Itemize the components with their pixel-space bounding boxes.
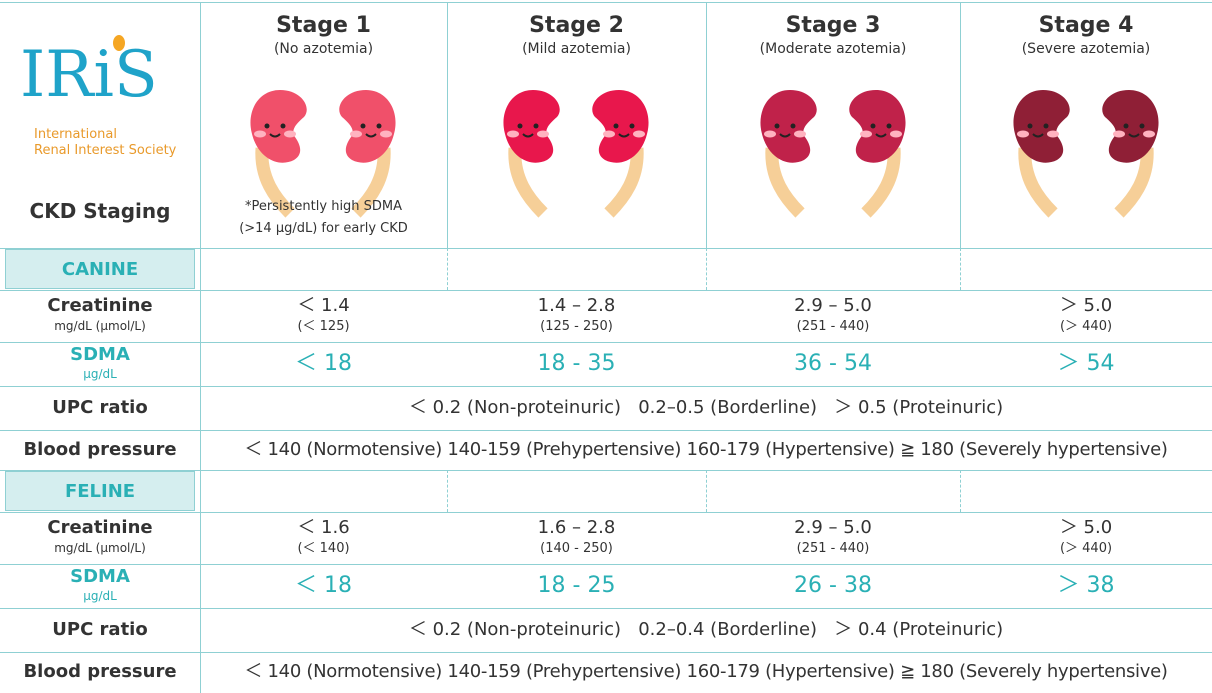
sdma-value: 36 - 54	[794, 351, 872, 376]
column-divider	[960, 470, 961, 512]
row-label: Creatinine	[47, 517, 153, 538]
sdma-value: ＞ 38	[1057, 573, 1115, 598]
stage-subtitle: (Mild azotemia)	[522, 41, 631, 57]
header-art	[113, 35, 1212, 248]
creatinine-value: ＜ 1.6	[297, 517, 350, 538]
stage-note: (>14 µg/dL) for early CKD	[239, 221, 408, 236]
row-label: SDMA	[70, 344, 130, 365]
stage-name: Stage 2	[529, 13, 624, 38]
stage-subtitle: (Severe azotemia)	[1021, 41, 1151, 57]
sdma-value: 18 - 25	[537, 573, 616, 598]
creatinine-sub: (＜ 140)	[297, 541, 350, 556]
row-border	[0, 652, 1212, 653]
stage-subtitle: (No azotemia)	[273, 41, 374, 57]
sdma-value: 18 - 35	[537, 351, 616, 376]
column-divider	[706, 470, 707, 512]
row-unit: µg/dL	[83, 589, 117, 603]
row-border	[0, 386, 1212, 387]
upc-text: ＜ 0.2 (Non-proteinuric) 0.2–0.4 (Borderl…	[408, 619, 1004, 640]
row-border	[0, 470, 1212, 471]
org-line: International	[34, 127, 117, 142]
row-label: Blood pressure	[23, 661, 177, 682]
species-cell: FELINE	[5, 471, 195, 511]
title: CKD Staging	[29, 199, 171, 223]
sdma-value: ＞ 54	[1057, 351, 1115, 376]
border	[0, 2, 1212, 3]
stage-note: *Persistently high SDMA	[244, 199, 403, 214]
column-border	[960, 2, 961, 248]
creatinine-value: 2.9 – 5.0	[794, 517, 872, 538]
column-divider	[447, 470, 448, 512]
column-border	[706, 2, 707, 248]
column-border	[447, 2, 448, 248]
creatinine-value: 2.9 – 5.0	[794, 295, 872, 316]
column-divider	[960, 248, 961, 290]
column-border	[200, 2, 201, 248]
row-border	[0, 290, 1212, 291]
sdma-value: ＜ 18	[295, 573, 352, 598]
creatinine-sub: (125 - 250)	[540, 319, 613, 334]
column-divider	[706, 248, 707, 290]
species-cell: CANINE	[5, 249, 195, 289]
row-unit: mg/dL (µmol/L)	[54, 541, 146, 555]
bp-text: ＜ 140 (Normotensive) 140-159 (Prehyperte…	[244, 661, 1168, 682]
row-border	[0, 430, 1212, 431]
logo: IRiS	[20, 38, 158, 112]
creatinine-sub: (＜ 125)	[297, 319, 350, 334]
column-divider	[447, 248, 448, 290]
row-border	[0, 608, 1212, 609]
sdma-value: ＜ 18	[295, 351, 352, 376]
creatinine-sub: (251 - 440)	[796, 541, 870, 556]
row-label: UPC ratio	[52, 619, 148, 640]
creatinine-sub: (251 - 440)	[796, 319, 870, 334]
row-label: Blood pressure	[23, 439, 177, 460]
sdma-value: 26 - 38	[794, 573, 872, 598]
bp-text: ＜ 140 (Normotensive) 140-159 (Prehyperte…	[244, 439, 1168, 460]
creatinine-value: ＞ 5.0	[1059, 517, 1113, 538]
row-unit: mg/dL (µmol/L)	[54, 319, 146, 333]
creatinine-sub: (＞ 440)	[1059, 541, 1113, 556]
creatinine-value: ＜ 1.4	[297, 295, 350, 316]
stage-name: Stage 3	[785, 13, 881, 38]
creatinine-value: 1.4 – 2.8	[537, 295, 616, 316]
row-border	[0, 248, 1212, 249]
row-unit: µg/dL	[83, 367, 117, 381]
row-border	[0, 564, 1212, 565]
creatinine-value: ＞ 5.0	[1059, 295, 1113, 316]
org-line: Renal Interest Society	[34, 143, 177, 158]
stage-name: Stage 1	[276, 13, 371, 38]
row-label: UPC ratio	[52, 397, 148, 418]
row-border	[0, 512, 1212, 513]
row-label: Creatinine	[47, 295, 153, 316]
creatinine-sub: (＞ 440)	[1059, 319, 1113, 334]
stage-name: Stage 4	[1038, 13, 1134, 38]
upc-text: ＜ 0.2 (Non-proteinuric) 0.2–0.5 (Borderl…	[408, 397, 1004, 418]
row-border	[0, 342, 1212, 343]
stage-subtitle: (Moderate azotemia)	[759, 41, 907, 57]
creatinine-value: 1.6 – 2.8	[537, 517, 616, 538]
creatinine-sub: (140 - 250)	[540, 541, 613, 556]
row-label: SDMA	[70, 566, 130, 587]
